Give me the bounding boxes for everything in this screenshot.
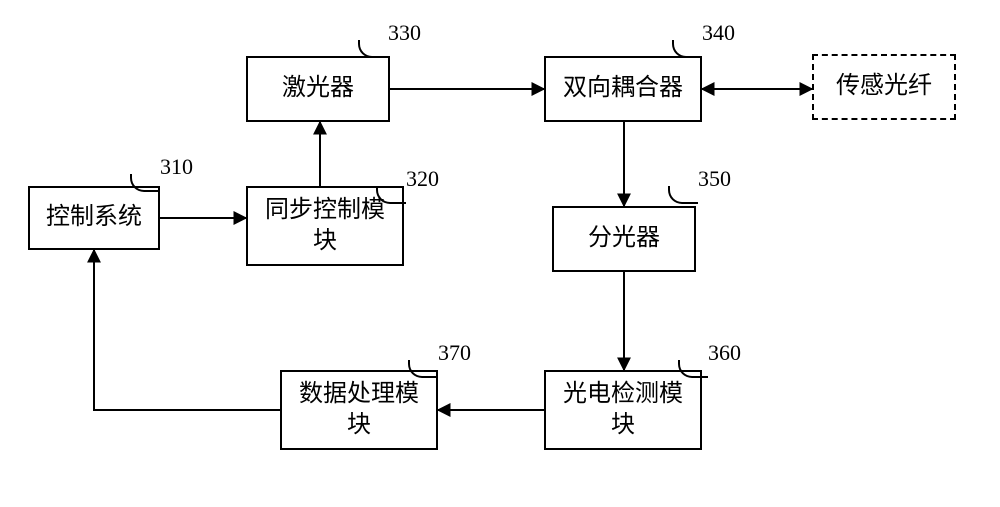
node-label: 传感光纤 [836, 71, 932, 102]
node-data_proc: 数据处理模块 [280, 370, 438, 450]
node-number-sync_module: 320 [406, 166, 439, 192]
node-number-splitter: 350 [698, 166, 731, 192]
node-laser: 激光器 [246, 56, 390, 122]
node-label: 分光器 [588, 223, 660, 254]
node-label: 数据处理模块 [299, 379, 419, 441]
node-label: 光电检测模块 [563, 379, 683, 441]
node-label: 控制系统 [46, 202, 142, 233]
node-fiber: 传感光纤 [812, 54, 956, 120]
node-number-photo_detect: 360 [708, 340, 741, 366]
node-label: 激光器 [282, 73, 354, 104]
node-number-laser: 330 [388, 20, 421, 46]
label-leader-splitter [668, 186, 698, 204]
node-control_system: 控制系统 [28, 186, 160, 250]
node-coupler: 双向耦合器 [544, 56, 702, 122]
node-number-control_system: 310 [160, 154, 193, 180]
node-label: 双向耦合器 [563, 73, 683, 104]
node-number-data_proc: 370 [438, 340, 471, 366]
node-number-coupler: 340 [702, 20, 735, 46]
node-photo_detect: 光电检测模块 [544, 370, 702, 450]
node-splitter: 分光器 [552, 206, 696, 272]
node-label: 同步控制模块 [265, 195, 385, 257]
